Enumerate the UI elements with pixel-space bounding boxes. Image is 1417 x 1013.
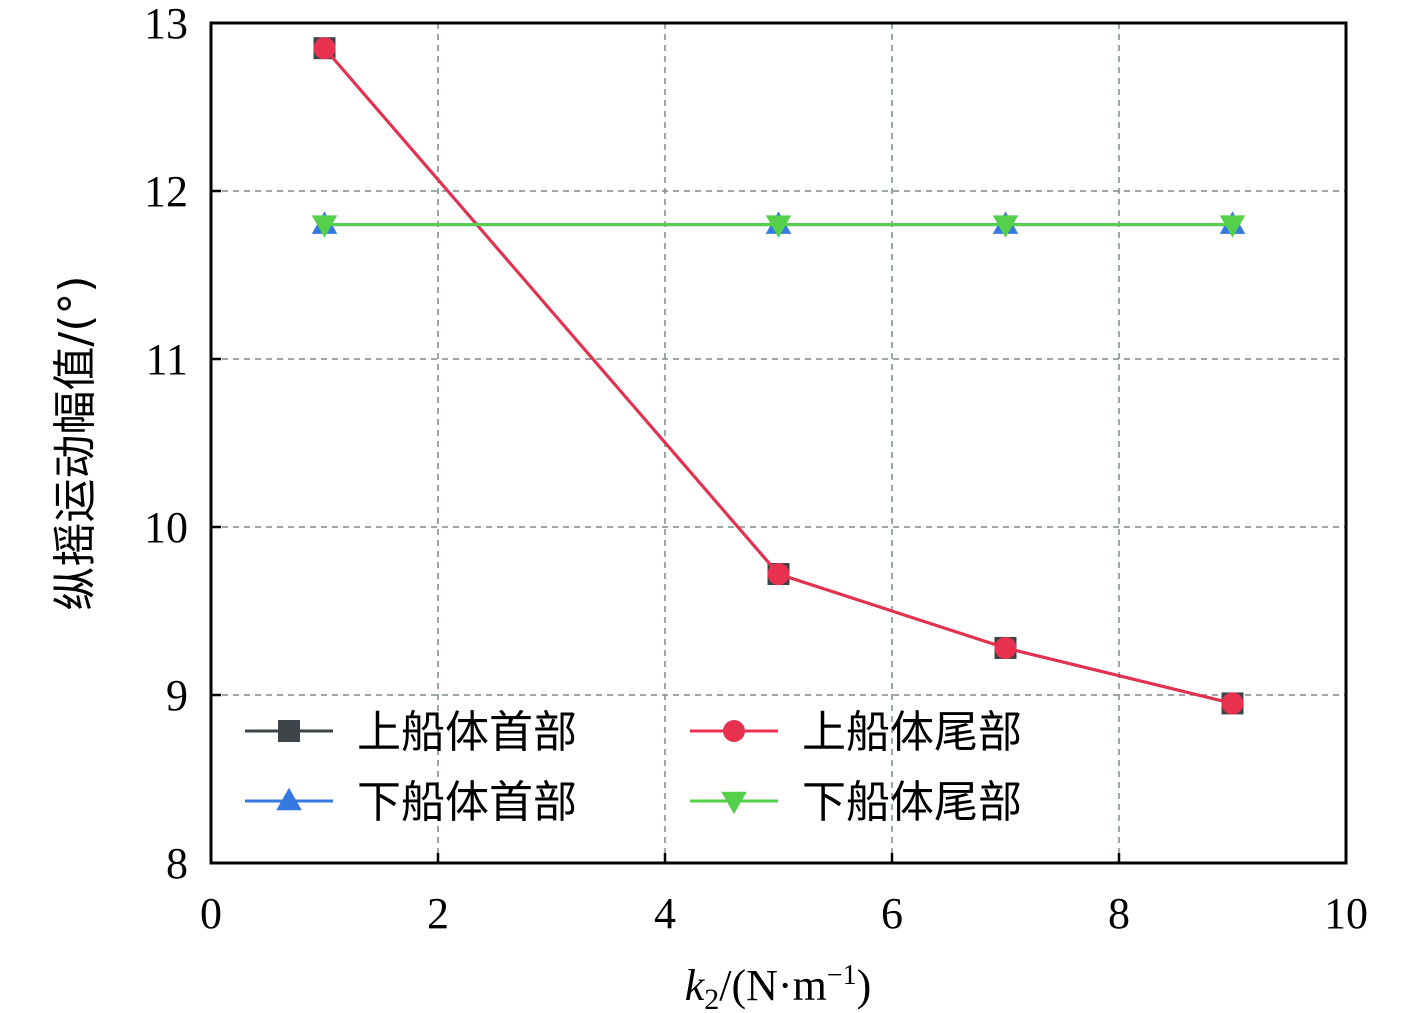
y-tick-label: 8 xyxy=(166,839,188,888)
series-1 xyxy=(313,37,1244,715)
y-tick-label: 13 xyxy=(144,0,188,48)
legend-marker xyxy=(721,791,747,815)
legend-item: 下船体首部 xyxy=(245,777,577,828)
axis-ticks xyxy=(209,21,1348,865)
data-point xyxy=(994,636,1017,659)
y-tick-label: 9 xyxy=(166,671,188,720)
legend-label: 上船体尾部 xyxy=(802,707,1022,758)
x-axis-sup: −1 xyxy=(827,960,857,991)
y-axis-label: 纵摇运动幅值/(°) xyxy=(50,275,101,610)
x-tick-label: 10 xyxy=(1324,889,1368,938)
data-point xyxy=(767,563,790,586)
x-tick-label: 0 xyxy=(200,889,222,938)
x-axis-unit-suffix: ) xyxy=(857,961,872,1010)
x-axis-unit-prefix: /(N·m xyxy=(719,961,827,1010)
legend-marker xyxy=(276,787,302,811)
data-point xyxy=(311,215,338,238)
x-tick-label: 8 xyxy=(1108,889,1130,938)
series-layer xyxy=(311,37,1246,715)
data-point xyxy=(1221,692,1244,715)
y-tick-label: 10 xyxy=(144,503,188,552)
data-point xyxy=(1219,215,1246,238)
legend-marker xyxy=(278,720,300,742)
x-tick-label: 2 xyxy=(427,889,449,938)
legend-item: 下船体尾部 xyxy=(690,777,1022,828)
x-axis-sub: 2 xyxy=(704,983,719,1013)
x-tick-label: 6 xyxy=(881,889,903,938)
legend-label: 下船体首部 xyxy=(357,777,577,828)
data-point xyxy=(313,37,336,60)
x-axis-label: k2/(N·m−1) xyxy=(685,960,872,1013)
legend-marker xyxy=(723,720,745,742)
legend-label: 下船体尾部 xyxy=(802,777,1022,828)
x-axis-var: k xyxy=(685,961,706,1010)
series-4 xyxy=(311,215,1246,238)
data-point xyxy=(765,215,792,238)
x-tick-label: 4 xyxy=(654,889,676,938)
data-point xyxy=(992,215,1019,238)
legend-item: 上船体尾部 xyxy=(690,707,1022,758)
plot-frame xyxy=(209,21,1348,865)
legend-label: 上船体首部 xyxy=(357,707,577,758)
tick-labels: 0 2 4 6 8 10 8 9 10 11 12 13 xyxy=(144,0,1368,938)
series-line xyxy=(323,47,1233,705)
series-2 xyxy=(313,37,1244,715)
series-line xyxy=(323,47,1233,705)
y-tick-label: 11 xyxy=(146,335,188,384)
legend-item: 上船体首部 xyxy=(245,707,577,758)
y-tick-label: 12 xyxy=(144,167,188,216)
